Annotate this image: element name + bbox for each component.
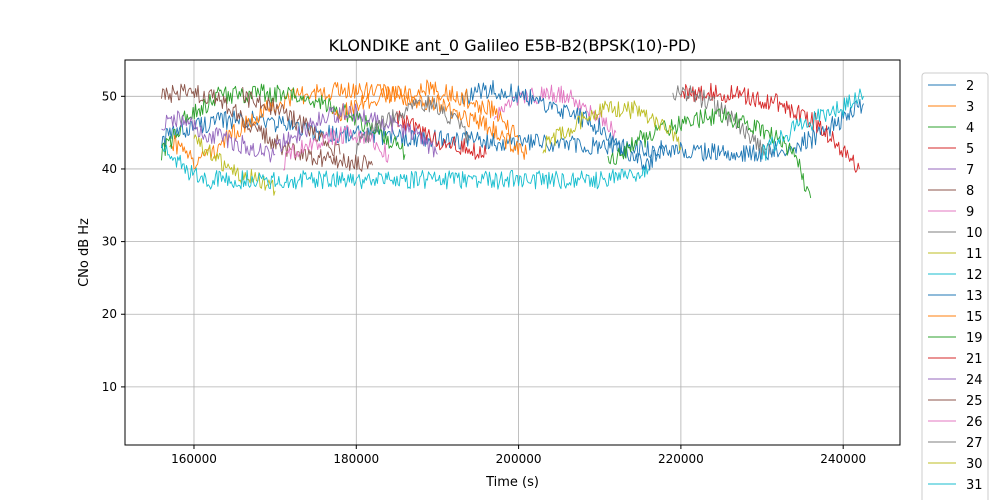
legend-label: 4 xyxy=(966,121,974,136)
x-tick-label: 160000 xyxy=(171,452,217,466)
series-line-26 xyxy=(283,124,390,171)
legend-label: 7 xyxy=(966,163,974,178)
series-line-7 xyxy=(161,110,276,163)
y-tick-label: 30 xyxy=(102,235,117,249)
y-tick-label: 50 xyxy=(102,89,117,103)
axis-ticks: 160000 180000 200000 220000 240000 10 20 30 40 50 xyxy=(102,89,866,466)
legend-box xyxy=(921,72,989,500)
series-group xyxy=(161,79,864,199)
x-tick-label: 240000 xyxy=(820,452,866,466)
legend-label: 27 xyxy=(966,436,983,451)
y-tick-label: 20 xyxy=(102,307,117,321)
x-tick-label: 200000 xyxy=(496,452,542,466)
x-tick-label: 220000 xyxy=(658,452,704,466)
legend-label: 12 xyxy=(966,268,983,283)
grid xyxy=(125,60,900,445)
plot-frame xyxy=(124,59,901,446)
legend-label: 21 xyxy=(966,352,983,367)
legend-label: 19 xyxy=(966,331,983,346)
legend: 2 3 4 5 7 8 9 10 11 12 13 15 19 21 24 25 26 27 30 31 xyxy=(921,72,989,500)
series-line-27 xyxy=(355,94,470,155)
legend-label: 2 xyxy=(966,79,974,94)
x-axis-label: Time (s) xyxy=(485,475,539,490)
legend-label: 30 xyxy=(966,457,983,472)
series-line-19 xyxy=(607,108,812,199)
series-line-11 xyxy=(193,134,276,196)
legend-label: 10 xyxy=(966,226,983,241)
series-line-25 xyxy=(242,86,341,157)
y-tick-label: 10 xyxy=(102,380,117,394)
legend-label: 3 xyxy=(966,100,974,115)
legend-label: 11 xyxy=(966,247,983,262)
series-line-8 xyxy=(161,83,373,172)
series-line-24 xyxy=(274,103,438,158)
legend-label: 24 xyxy=(966,373,983,388)
legend-label: 31 xyxy=(966,478,983,493)
series-line-10 xyxy=(672,85,771,156)
legend-label: 26 xyxy=(966,415,983,430)
series-line-13 xyxy=(461,80,666,171)
legend-label: 13 xyxy=(966,289,983,304)
series-line-21 xyxy=(396,110,487,160)
legend-label: 25 xyxy=(966,394,983,409)
series-line-31 xyxy=(761,88,864,161)
chart-title: KLONDIKE ant_0 Galileo E5B-B2(BPSK(10)-P… xyxy=(329,36,697,56)
series-line-15 xyxy=(331,79,520,141)
legend-label: 9 xyxy=(966,205,974,220)
series-line-4 xyxy=(161,83,406,161)
y-tick-label: 40 xyxy=(102,162,117,176)
legend-label: 5 xyxy=(966,142,974,157)
series-line-30 xyxy=(542,100,682,154)
x-tick-label: 180000 xyxy=(333,452,379,466)
legend-label: 8 xyxy=(966,184,974,199)
series-line-5 xyxy=(680,82,860,173)
series-line-3 xyxy=(169,81,528,169)
series-line-2 xyxy=(161,98,864,163)
series-line-9 xyxy=(493,84,617,140)
y-axis-label: CNo dB Hz xyxy=(77,218,92,287)
legend-label: 15 xyxy=(966,310,983,325)
series-line-12 xyxy=(161,144,649,190)
